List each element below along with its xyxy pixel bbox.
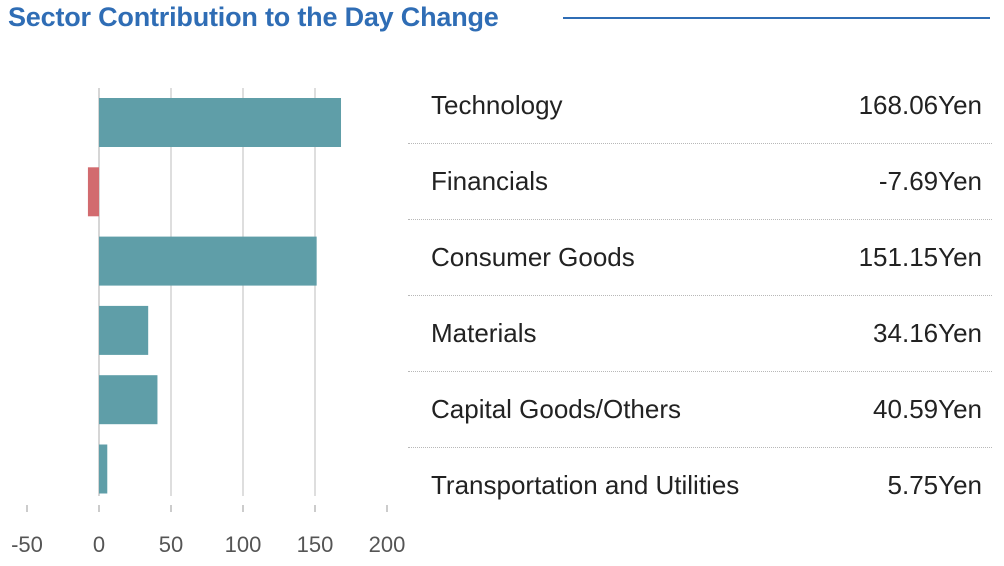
sector-value: 168.06Yen	[858, 90, 982, 120]
sector-value: 40.59Yen	[873, 394, 982, 424]
bar-transportation-and-utilities	[99, 444, 108, 494]
bar-financials	[87, 167, 99, 217]
sector-table: Technology 168.06Yen Financials -7.69Yen Con…	[408, 68, 992, 524]
bar-chart: -50 0 50 100 150 200	[11, 88, 405, 557]
table-row: Capital Goods/Others 40.59Yen	[408, 372, 992, 448]
table-row: Materials 34.16Yen	[408, 296, 992, 372]
sector-name: Consumer Goods	[431, 242, 635, 272]
sector-name: Technology	[431, 90, 563, 120]
gridlines	[98, 88, 316, 496]
sector-name: Financials	[431, 166, 549, 196]
x-tick-label: 0	[93, 532, 105, 557]
sector-value: 151.15Yen	[858, 242, 982, 272]
sector-name: Capital Goods/Others	[431, 394, 682, 424]
table-row: Transportation and Utilities 5.75Yen	[408, 448, 992, 524]
sector-value: -7.69Yen	[878, 166, 982, 196]
table-row: Consumer Goods 151.15Yen	[408, 220, 992, 296]
bar-capital-goods-others	[99, 375, 158, 425]
x-tick-label: 200	[369, 532, 406, 557]
bars	[87, 98, 342, 494]
table-row: Financials -7.69Yen	[408, 144, 992, 220]
chart-title: Sector Contribution to the Day Change	[8, 2, 499, 32]
sector-value: 34.16Yen	[873, 318, 982, 348]
title-divider	[563, 17, 990, 19]
x-tick-label: 50	[159, 532, 183, 557]
table-row: Technology 168.06Yen	[408, 68, 992, 144]
x-tick-label: 100	[225, 532, 262, 557]
sector-value: 5.75Yen	[887, 470, 982, 500]
x-tick-label: -50	[11, 532, 43, 557]
sector-name: Transportation and Utilities	[431, 470, 740, 500]
sector-name: Materials	[431, 318, 537, 348]
bar-consumer-goods	[99, 236, 317, 286]
bar-technology	[99, 98, 342, 147]
x-tick-label: 150	[297, 532, 334, 557]
bar-materials	[99, 305, 149, 355]
x-axis-ticks: -50 0 50 100 150 200	[11, 505, 405, 557]
